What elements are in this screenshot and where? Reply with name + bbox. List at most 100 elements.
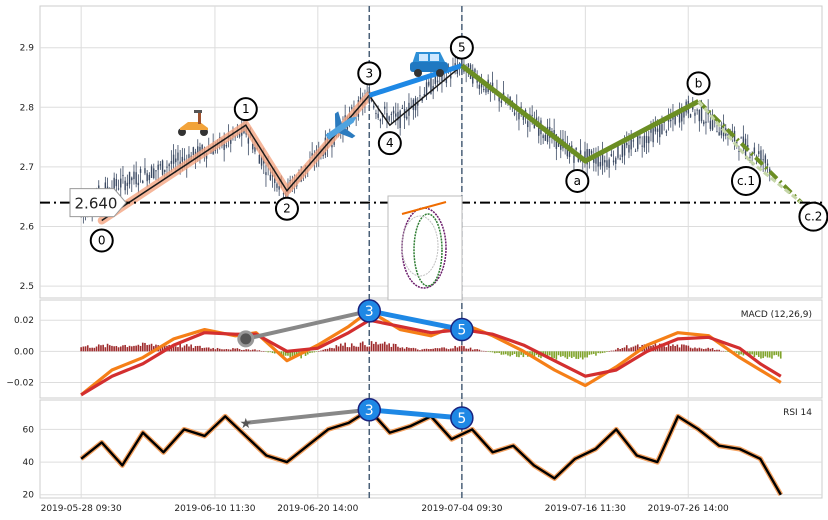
macd-histogram-bar [696,348,698,352]
macd-histogram-bar [773,351,775,356]
candle-body [139,169,142,173]
macd-histogram-bar [432,348,434,352]
macd-histogram-bar [126,347,129,352]
macd-histogram-bar [342,345,344,352]
candle-body [128,171,131,185]
wave-label-text: 3 [365,66,373,80]
macd-histogram-bar [397,346,399,352]
macd-histogram-bar [267,351,269,353]
macd-histogram-bar [676,344,679,352]
macd-histogram-bar [377,344,379,352]
candle-body [388,116,390,121]
macd-histogram-bar [672,344,674,352]
level-callout-box [69,188,127,218]
candle-body [124,180,126,191]
candle-body [590,150,593,154]
candle-body [483,89,485,91]
macd-histogram-bar [700,348,703,352]
macd-histogram-bar [623,347,626,352]
macd-histogram-bar [84,346,87,352]
macd-histogram-bar [740,351,742,355]
macd-histogram-bar [128,345,131,352]
macd-histogram-bar [159,347,162,352]
macd-histogram-bar [104,347,107,352]
macd-histogram-bar [691,348,694,352]
wave-point-label: 5 [457,323,466,339]
candle-body [500,100,503,104]
wave-label-circle [730,165,761,196]
macd-histogram-bar [762,351,764,359]
candle-body [597,155,599,167]
candle-body [632,140,635,142]
candle-body [148,174,151,181]
candle-body [126,182,129,186]
candle-body [634,150,637,152]
wave-label-text: 5 [458,41,466,55]
macd-histogram-bar [146,345,148,352]
macd-histogram-bar [533,351,536,358]
wave-label-circle [274,196,299,221]
macd-histogram-bar [293,351,296,357]
macd-histogram-bar [339,343,342,352]
macd-histogram-bar [469,347,472,352]
macd-histogram-bar [474,349,476,352]
macd-histogram-bar [694,347,696,352]
macd-histogram-bar [240,350,243,352]
candle-body [654,126,657,132]
macd-histogram-bar [353,345,355,352]
candle-body [584,151,586,161]
macd-histogram-bar [251,349,254,352]
candle-body [608,159,610,168]
macd-histogram-bar [245,349,247,352]
macd-histogram-bar [463,346,465,352]
candle-body [643,135,646,148]
wave-label-circle [377,131,402,156]
macd-histogram-bar [427,349,430,352]
candle-body [764,155,767,164]
macd-histogram-bar [491,351,494,353]
macd-histogram-bar [667,343,670,352]
corrective-line [460,63,700,164]
macd-histogram-bar [247,349,250,352]
macd-histogram-bar [685,345,687,352]
macd-histogram-bar [89,347,91,352]
candle-body [142,180,144,184]
macd-histogram-bar [317,351,320,352]
candle-body [566,144,569,157]
candle-body [630,138,632,150]
macd-histogram-bar [315,351,318,352]
macd-histogram-bar [379,343,382,352]
wave-label-text: c.2 [804,210,822,224]
candle-body [384,106,386,109]
macd-histogram-bar [502,351,505,355]
candle-body [617,145,619,158]
macd-histogram-bar [683,344,685,352]
macd-histogram-bar [337,346,340,352]
macd-histogram-bar [755,351,758,356]
candle-body [520,106,522,108]
candle-body [153,168,155,179]
candle-body [661,124,663,135]
candle-body [762,159,764,161]
candle-body [269,174,272,181]
macd-histogram-bar [405,347,408,352]
macd-histogram-bar [86,345,89,352]
macd-histogram-bar [434,348,437,352]
candle-body [650,126,652,133]
macd-histogram-bar [170,346,173,352]
candle-body [265,172,267,176]
candle-body [115,179,118,187]
macd-histogram-bar [161,345,164,352]
macd-histogram-bar [130,346,133,352]
macd-histogram-bar [458,346,461,352]
candle-body [738,150,740,152]
macd-histogram-bar [364,345,366,352]
macd-histogram-bar [199,345,201,352]
candle-body [170,160,173,164]
macd-histogram-bar [779,351,782,359]
macd-histogram-bar [218,348,221,352]
macd-histogram-bar [645,344,648,352]
candle-body [648,136,650,144]
macd-histogram-bar [665,347,668,352]
